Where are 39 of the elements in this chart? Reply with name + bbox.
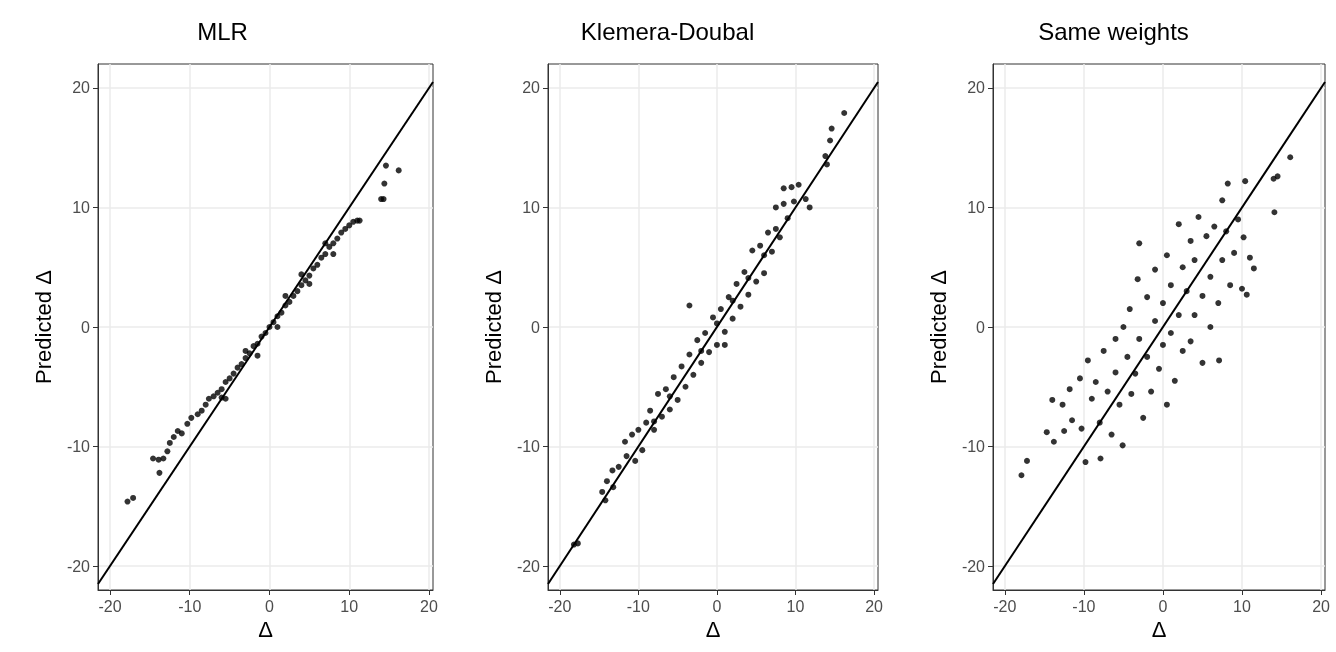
x-tick-label: 10 — [340, 597, 359, 615]
x-tick-label: 20 — [1311, 597, 1330, 615]
x-axis-title: Δ — [705, 617, 721, 643]
x-tick-label: 0 — [265, 597, 275, 615]
chart-title: MLR — [197, 17, 248, 45]
y-tick-label: -20 — [517, 557, 541, 575]
x-axis-title: Δ — [1151, 617, 1167, 643]
chart-title: Klemera-Doubal — [581, 17, 755, 45]
y-tick-label: -20 — [66, 557, 91, 575]
x-tick-label: -20 — [548, 597, 572, 615]
y-tick-label: 10 — [966, 198, 985, 216]
x-tick-label: 0 — [1158, 597, 1168, 615]
y-tick-label: 0 — [531, 318, 541, 336]
y-tick-label: -10 — [961, 438, 985, 456]
y-tick-label: 0 — [81, 318, 91, 336]
x-tick-label: -10 — [178, 597, 202, 615]
y-axis-title: Predicted Δ — [925, 269, 951, 384]
x-tick-label: 10 — [786, 597, 805, 615]
y-tick-label: 10 — [522, 198, 541, 216]
y-tick-label: 0 — [975, 318, 985, 336]
y-axis-title: Predicted Δ — [30, 269, 56, 384]
chart-title: Same weights — [1037, 17, 1189, 45]
x-tick-label: 10 — [1232, 597, 1251, 615]
x-tick-label: -10 — [1072, 597, 1096, 615]
x-tick-label: 0 — [712, 597, 722, 615]
x-tick-label: 20 — [420, 597, 439, 615]
y-tick-label: -10 — [517, 438, 541, 456]
x-tick-label: -20 — [98, 597, 122, 615]
y-tick-label: -20 — [961, 557, 985, 575]
x-tick-label: -10 — [627, 597, 651, 615]
y-tick-label: 10 — [72, 198, 91, 216]
y-axis-title: Predicted Δ — [480, 269, 506, 384]
y-tick-label: 20 — [72, 79, 91, 97]
y-tick-label: 20 — [966, 79, 985, 97]
y-tick-label: 20 — [522, 79, 541, 97]
y-tick-label: -10 — [66, 438, 91, 456]
x-tick-label: -20 — [992, 597, 1017, 615]
x-axis-title: Δ — [258, 617, 274, 643]
x-tick-label: 20 — [865, 597, 884, 615]
